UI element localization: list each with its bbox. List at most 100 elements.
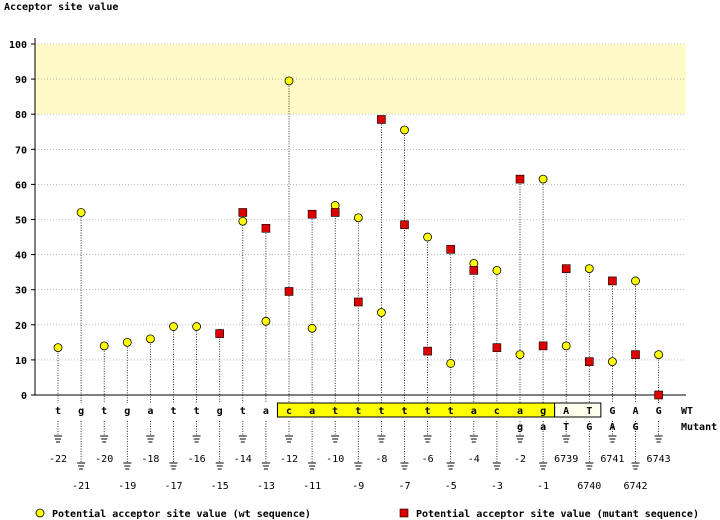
legend-wt-label: Potential acceptor site value (wt sequen…: [52, 508, 311, 520]
wt-point: [261, 316, 271, 326]
wt-point: [353, 213, 363, 223]
wt-point: [400, 125, 409, 135]
position-label: -6: [422, 454, 434, 465]
position-label: -4: [468, 454, 480, 465]
wt-base: g: [124, 406, 130, 417]
wt-point: [492, 265, 502, 275]
position-label: -12: [280, 454, 298, 465]
wt-point: [515, 350, 525, 360]
wt-point: [99, 341, 109, 351]
y-tick-label: 50: [15, 216, 27, 227]
mutant-point: [353, 297, 363, 307]
sequence-box-intronic: [276, 402, 556, 418]
wt-base: t: [332, 406, 338, 417]
wt-base: t: [170, 406, 176, 417]
y-tick-label: 100: [9, 40, 27, 51]
y-axis: 0 10 20 30 40 50 60 70 80 90 100: [9, 38, 686, 402]
wt-point: [446, 359, 456, 368]
position-label: -19: [118, 481, 136, 492]
wt-base: t: [448, 406, 454, 417]
wt-base: t: [240, 406, 246, 417]
position-label: -14: [234, 454, 252, 465]
wt-point: [169, 322, 178, 331]
wt-base: g: [540, 406, 546, 417]
y-tick-label: 60: [15, 180, 27, 191]
mutant-point: [330, 208, 340, 217]
wt-base: c: [494, 406, 500, 417]
wt-point: [192, 322, 202, 331]
y-tick-label: 10: [15, 356, 27, 367]
mutant-point: [492, 343, 502, 352]
position-label: -3: [491, 481, 503, 492]
position-label: 6742: [623, 481, 647, 492]
wt-base: t: [355, 406, 361, 417]
mutant-point: [400, 220, 409, 230]
mutant-base: g: [517, 422, 523, 433]
wt-base: T: [586, 406, 592, 417]
position-label: -2: [514, 454, 526, 465]
mutant-point: [377, 115, 386, 124]
y-axis-label: Acceptor site value: [4, 1, 118, 13]
wt-point: [122, 337, 132, 347]
position-label: -5: [445, 481, 457, 492]
mutant-point: [261, 223, 271, 233]
position-label: -10: [326, 454, 344, 465]
stems: [57, 80, 659, 403]
wt-point: [376, 308, 386, 317]
wt-base: A: [632, 406, 638, 417]
wt-base: A: [563, 406, 569, 417]
highlight-band: [35, 44, 686, 115]
position-label: -8: [375, 454, 387, 465]
position-label: -21: [72, 481, 90, 492]
position-labels: -22 -21 -20 -19 -18 -17 -16 -15 -14 -13 -12 -11 -10 -…: [49, 421, 671, 492]
wt-point: [561, 341, 571, 351]
y-tick-label: 90: [15, 75, 27, 86]
mutant-base: A: [609, 422, 615, 433]
position-label: 6741: [600, 454, 624, 465]
wt-base: a: [147, 406, 153, 417]
position-label: -22: [49, 454, 67, 465]
mutant-point: [446, 245, 456, 254]
wt-base: t: [425, 406, 431, 417]
wt-base: t: [401, 406, 407, 417]
wt-base: c: [286, 406, 292, 417]
legend-mutant-marker: [399, 508, 409, 518]
mutant-base: G: [632, 422, 638, 433]
wt-base: t: [378, 406, 384, 417]
wt-point: [238, 216, 248, 226]
wt-point: [307, 323, 317, 333]
wt-base: t: [194, 406, 200, 417]
mutant-point: [238, 208, 248, 217]
position-label: -18: [141, 454, 159, 465]
wt-point: [284, 76, 294, 86]
mutant-point: [584, 357, 594, 366]
sequence-boxes: [276, 402, 602, 418]
y-tick-label: 20: [15, 321, 27, 332]
wt-point: [608, 357, 617, 367]
mutant-point: [538, 341, 548, 351]
position-label: -17: [164, 481, 182, 492]
wt-point: [53, 343, 63, 353]
wt-base: a: [309, 406, 315, 417]
y-tick-label: 80: [15, 110, 27, 121]
wt-base: t: [101, 406, 107, 417]
position-label: -13: [257, 481, 275, 492]
position-label: -20: [95, 454, 113, 465]
position-label: -15: [211, 481, 229, 492]
position-label: -1: [537, 481, 549, 492]
position-label: -7: [398, 481, 410, 492]
mutant-point: [307, 209, 317, 219]
mutant-base: T: [563, 422, 569, 433]
position-label: 6743: [647, 454, 671, 465]
y-tick-label: 0: [21, 391, 27, 402]
mutant-point: [654, 390, 663, 400]
position-label: -16: [188, 454, 206, 465]
y-tick-label: 70: [15, 145, 27, 156]
wt-base: G: [656, 406, 662, 417]
wt-base: a: [263, 406, 269, 417]
mutant-point: [423, 346, 432, 356]
position-label: -11: [303, 481, 321, 492]
mutant-point: [215, 329, 224, 338]
wt-base: a: [471, 406, 477, 417]
